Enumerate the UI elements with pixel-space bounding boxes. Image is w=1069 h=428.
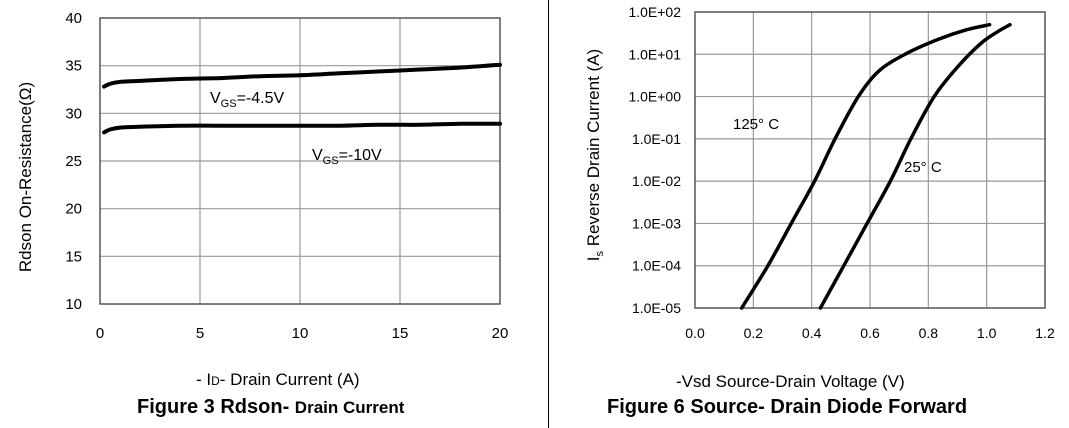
chart2-y-tick-label: 1.0E+00 — [628, 89, 681, 105]
chart2-x-tick-label: 0.2 — [744, 325, 764, 341]
chart2-plot-frame — [694, 11, 1046, 309]
chart1-series-line — [102, 62, 502, 89]
panel-divider — [548, 0, 549, 428]
chart1-figure-caption: Figure 3 Rdson- Drain Current — [137, 396, 405, 418]
chart2-y-tick-label: 1.0E-04 — [632, 258, 681, 274]
chart2-series-label: 25° C — [904, 159, 942, 176]
chart1-y-tick-label: 35 — [65, 58, 82, 75]
chart-diode-forward: 0.0 0.2 0.4 0.6 0.8 1.0 1.2 1.0E-05 1.0E-04 1.0E-… — [584, 4, 1055, 341]
chart2-y-axis-label: Is Reverse Drain Current (A) — [584, 49, 606, 261]
chart1-x-tick-label: 10 — [292, 325, 309, 342]
chart1-series-line — [102, 121, 502, 135]
chart2-y-tick-label: 1.0E-03 — [632, 215, 681, 231]
chart1-y-axis-label: Rdson On-Resistance(Ω) — [16, 82, 35, 272]
chart1-y-tick-label: 20 — [65, 201, 82, 218]
chart2-y-tick-label: 1.0E+01 — [628, 46, 681, 62]
chart2-series-line — [818, 22, 1012, 310]
chart1-x-axis-label: - ID- Drain Current (A) — [196, 370, 360, 389]
chart2-series-line — [739, 22, 992, 310]
chart1-x-tick-label: 15 — [392, 325, 409, 342]
chart2-y-tick-label: 1.0E-02 — [632, 173, 681, 189]
chart2-x-tick-label: 1.0 — [977, 325, 997, 341]
chart2-series-label: 125° C — [733, 116, 779, 133]
chart2-x-tick-label: 0.6 — [860, 325, 880, 341]
chart1-x-tick-label: 5 — [196, 325, 204, 342]
chart2-y-tick-label: 1.0E-05 — [632, 300, 681, 316]
chart1-y-tick-label: 30 — [65, 105, 82, 122]
chart-rdson-vs-drain-current: 0 5 10 15 20 10 15 20 25 30 35 40 VGS=-4.5V VGS=-10V R… — [16, 10, 508, 342]
chart2-x-tick-label: 0.8 — [919, 325, 939, 341]
chart1-x-tick-label: 20 — [492, 325, 509, 342]
chart2-y-tick-label: 1.0E-01 — [632, 131, 681, 147]
chart1-y-tick-label: 25 — [65, 153, 82, 170]
chart2-y-tick-label: 1.0E+02 — [628, 4, 681, 20]
chart2-x-tick-label: 0.0 — [685, 325, 705, 341]
chart2-x-tick-label: 1.2 — [1035, 325, 1055, 341]
chart1-plot-frame — [99, 17, 501, 305]
chart2-figure-caption: Figure 6 Source- Drain Diode Forward — [607, 396, 968, 418]
chart1-series-label: VGS=-4.5V — [210, 90, 284, 110]
chart2-x-axis-label: -Vsd Source-Drain Voltage (V) — [676, 372, 905, 391]
chart1-y-tick-label: 10 — [65, 296, 82, 313]
chart1-y-tick-label: 15 — [65, 248, 82, 265]
chart1-series-label: VGS=-10V — [312, 147, 382, 167]
chart2-x-tick-label: 0.4 — [802, 325, 822, 341]
chart1-y-tick-label: 40 — [65, 10, 82, 27]
chart1-x-tick-label: 0 — [96, 325, 104, 342]
